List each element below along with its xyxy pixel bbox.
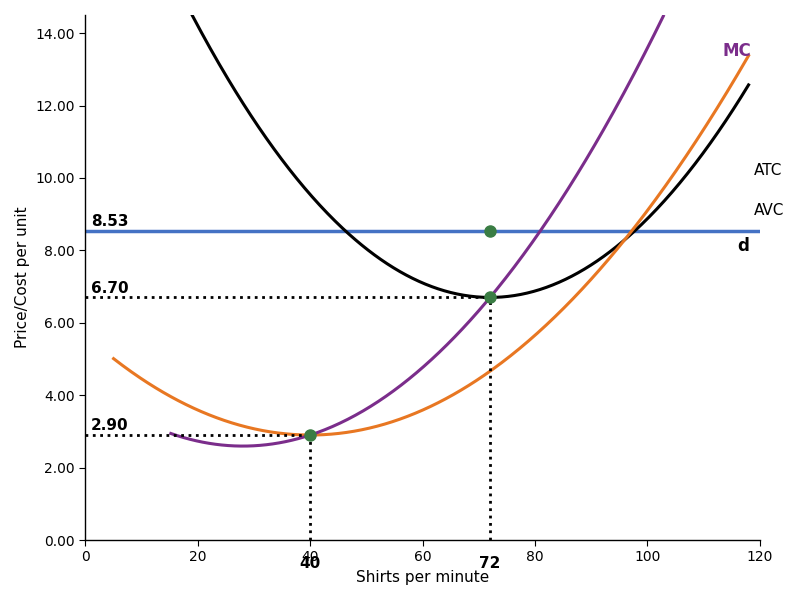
Text: AVC: AVC	[754, 203, 785, 218]
Text: 8.53: 8.53	[91, 214, 129, 229]
Text: 2.90: 2.90	[91, 418, 129, 433]
Text: 72: 72	[479, 556, 501, 571]
Text: ATC: ATC	[754, 163, 782, 178]
Text: 40: 40	[300, 556, 321, 571]
Text: 6.70: 6.70	[91, 281, 129, 296]
Text: MC: MC	[723, 42, 752, 60]
Y-axis label: Price/Cost per unit: Price/Cost per unit	[15, 207, 30, 349]
X-axis label: Shirts per minute: Shirts per minute	[356, 570, 490, 585]
Text: d: d	[737, 236, 749, 254]
